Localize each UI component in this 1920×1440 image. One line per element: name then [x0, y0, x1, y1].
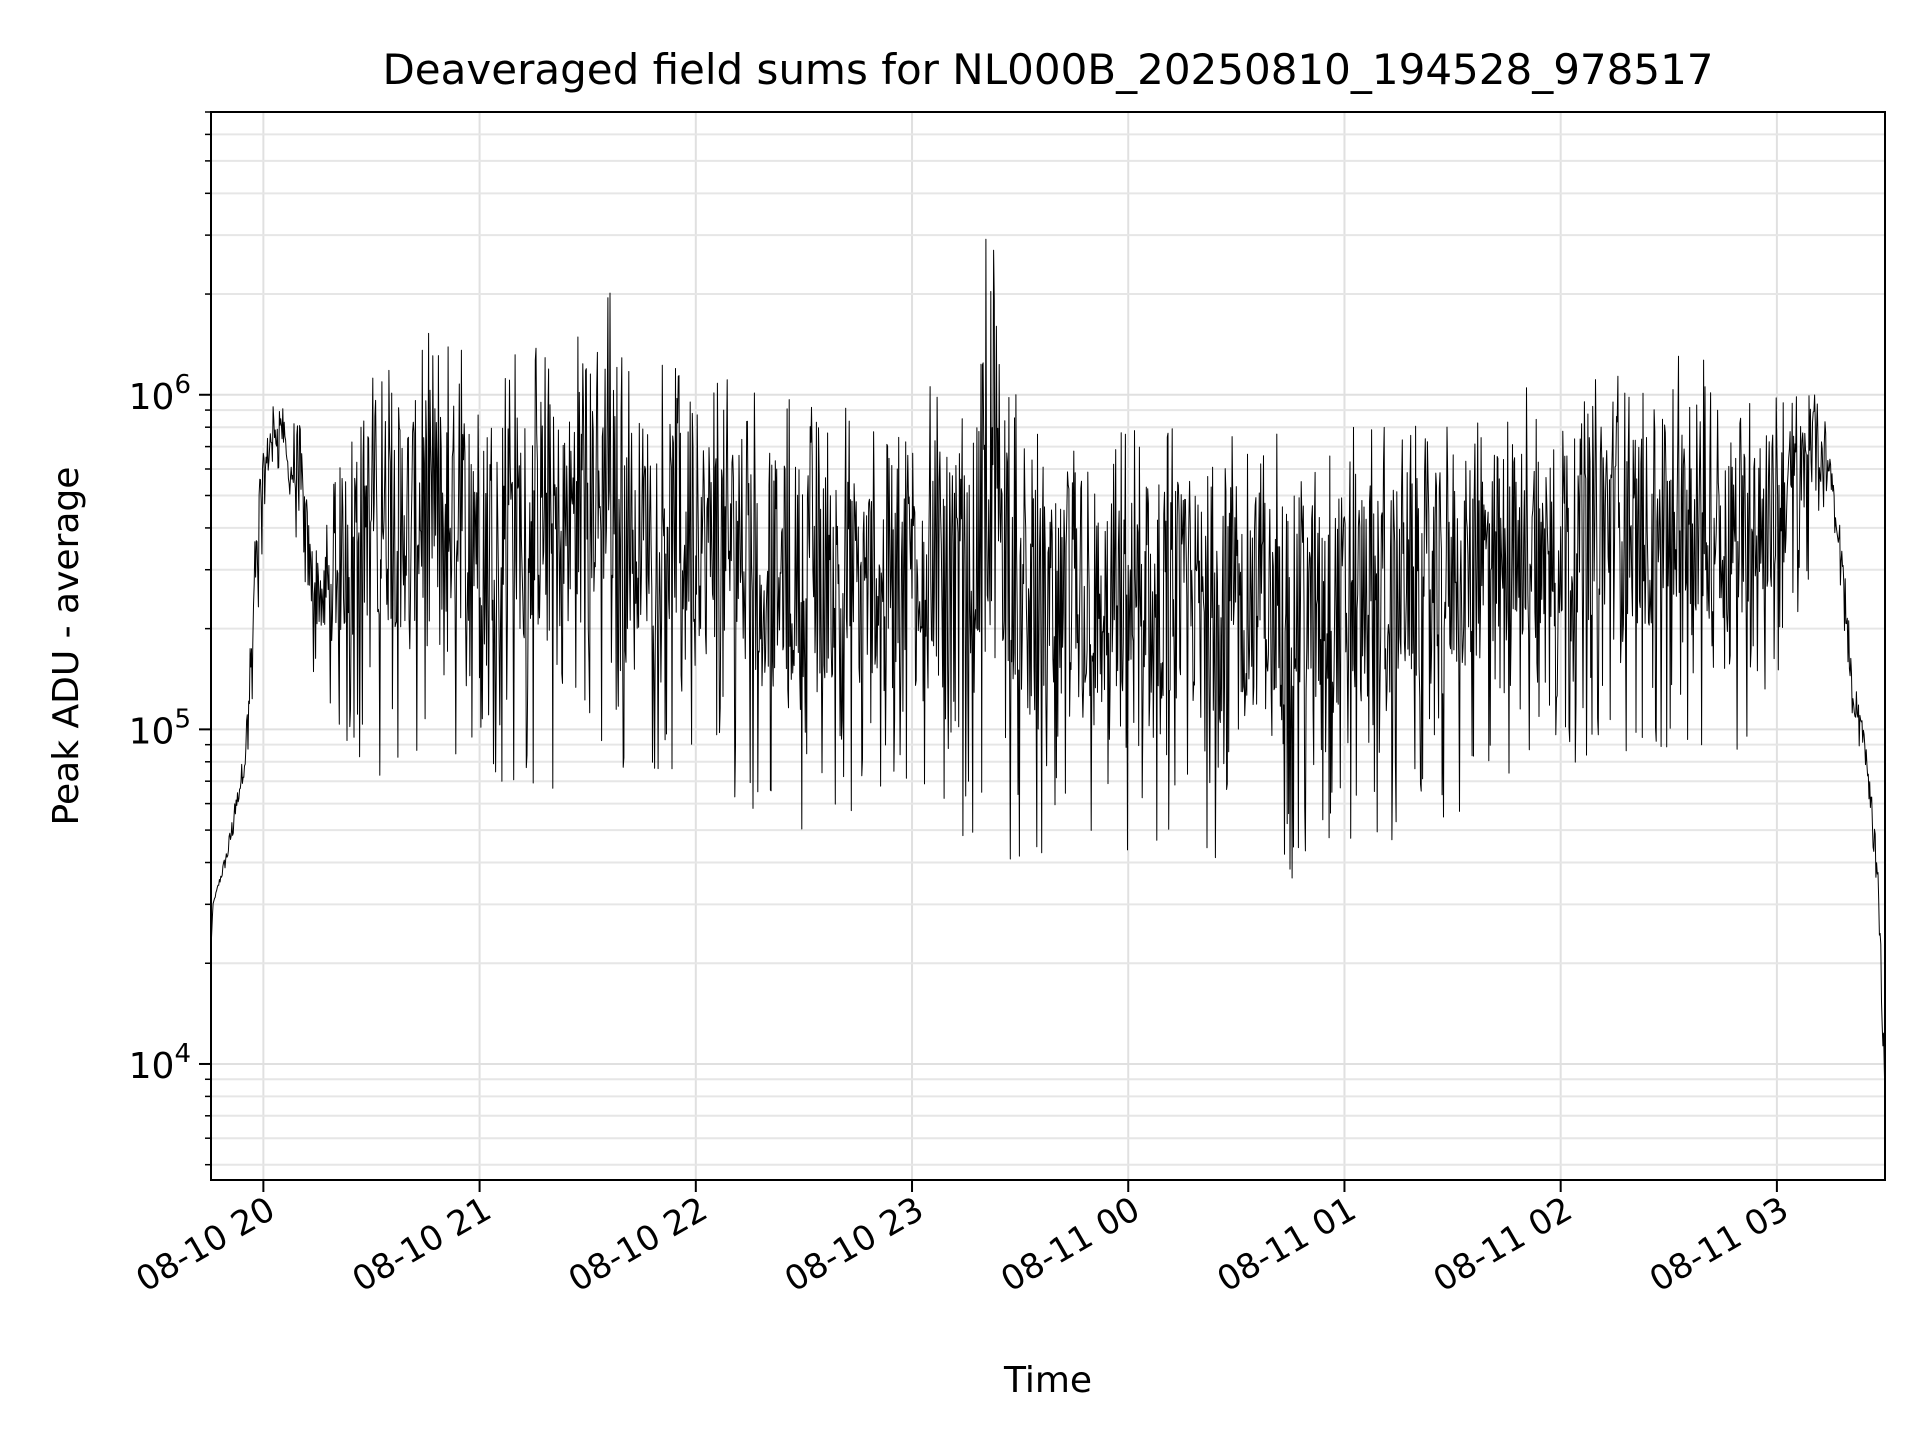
series-line — [210, 238, 1886, 1100]
plot-area — [211, 112, 1885, 1180]
y-tick-label: 106 — [129, 370, 191, 418]
y-axis-ticks: 104 105 106 — [129, 111, 211, 1166]
y-axis-label: Peak ADU - average — [46, 467, 87, 826]
plot-frame — [210, 111, 1886, 1181]
chart-title: Deaveraged field sums for NL000B_2025081… — [382, 45, 1713, 94]
y-tick-label: 104 — [129, 1039, 191, 1087]
y-tick-label: 105 — [129, 704, 191, 752]
x-axis-label: Time — [1003, 1360, 1092, 1401]
grid-major — [211, 112, 1885, 1180]
